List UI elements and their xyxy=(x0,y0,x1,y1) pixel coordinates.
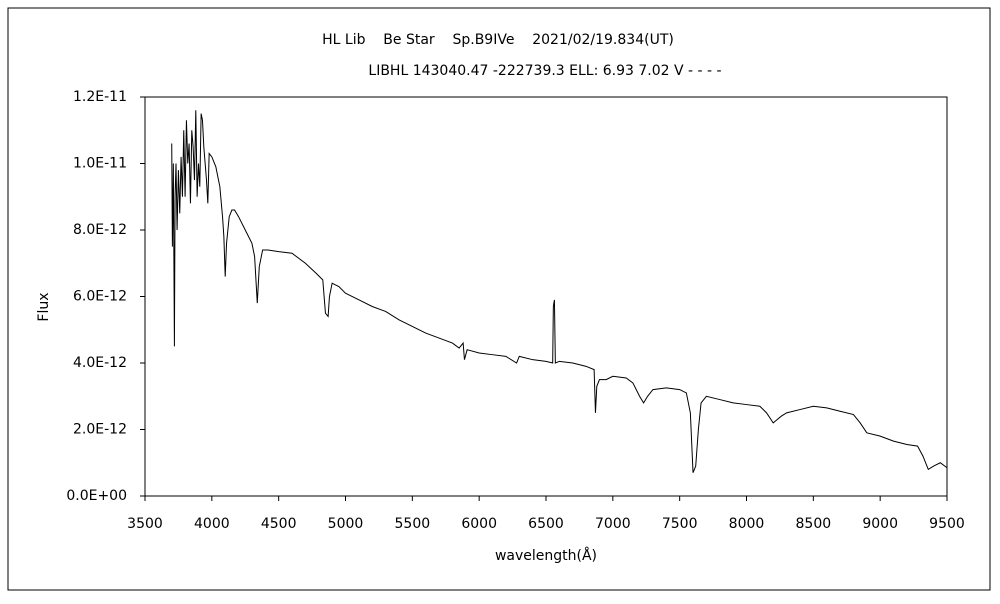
x-tick-label: 9500 xyxy=(929,516,965,532)
y-tick-label: 1.0E-11 xyxy=(73,156,127,172)
x-axis-label: wavelength(Å) xyxy=(495,547,597,564)
x-tick-label: 6000 xyxy=(461,516,497,532)
x-tick-label: 8000 xyxy=(729,516,765,532)
x-tick-label: 3500 xyxy=(127,516,163,532)
y-axis-label: Flux xyxy=(36,292,52,321)
x-tick-label: 6500 xyxy=(528,516,564,532)
y-tick-label: 1.2E-11 xyxy=(73,89,127,105)
y-tick-label: 0.0E+00 xyxy=(66,488,127,504)
x-tick-label: 9000 xyxy=(862,516,898,532)
x-tick-label: 4000 xyxy=(194,516,230,532)
x-tick-label: 5500 xyxy=(395,516,431,532)
x-tick-label: 8500 xyxy=(796,516,832,532)
y-tick-label: 2.0E-12 xyxy=(73,422,127,438)
chart-title: HL Lib Be Star Sp.B9IVe 2021/02/19.834(U… xyxy=(322,32,674,48)
x-tick-label: 5000 xyxy=(328,516,364,532)
y-tick-label: 6.0E-12 xyxy=(73,289,127,305)
y-tick-label: 8.0E-12 xyxy=(73,222,127,238)
x-tick-label: 7500 xyxy=(662,516,698,532)
spectrum-line xyxy=(171,110,948,473)
chart-subtitle: LIBHL 143040.47 -222739.3 ELL: 6.93 7.02… xyxy=(368,63,721,79)
x-tick-label: 7000 xyxy=(595,516,631,532)
chart-frame xyxy=(7,7,991,591)
y-tick-label: 4.0E-12 xyxy=(73,355,127,371)
x-tick-label: 4500 xyxy=(261,516,297,532)
